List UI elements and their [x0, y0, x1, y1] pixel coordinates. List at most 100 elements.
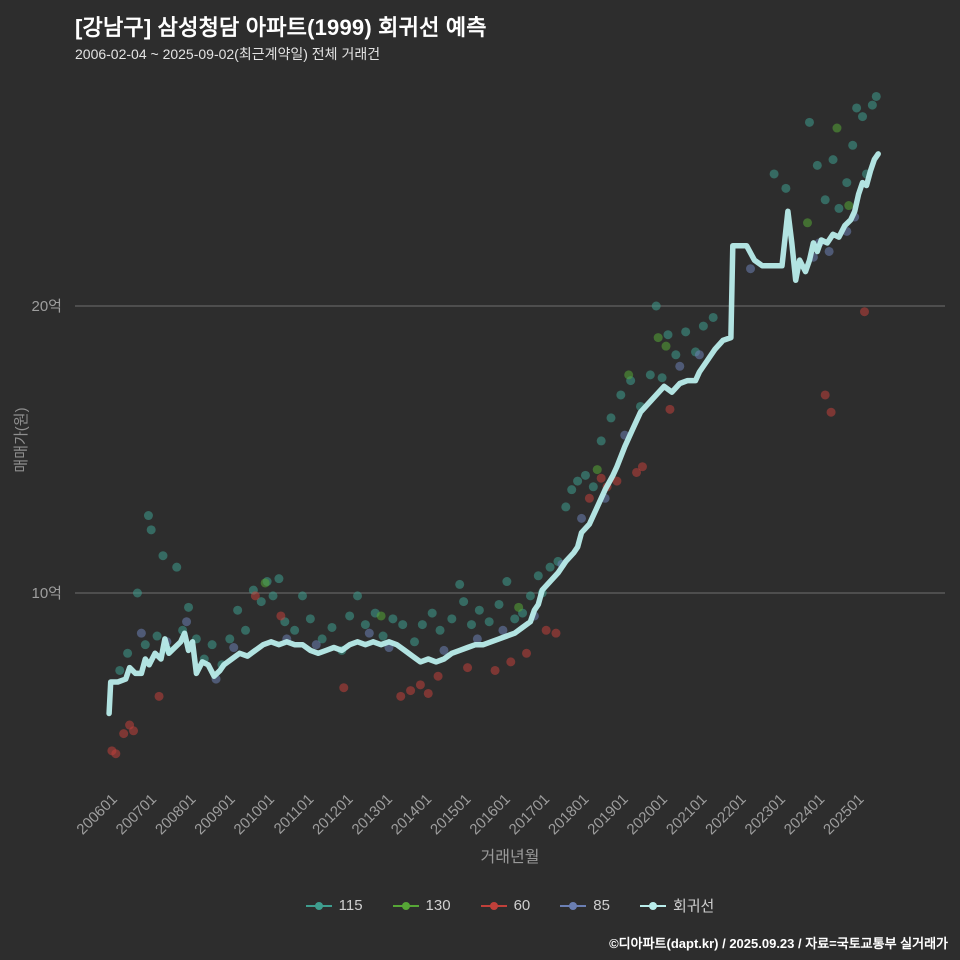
scatter-point — [804, 117, 814, 127]
scatter-point — [848, 140, 858, 150]
scatter-point — [769, 169, 779, 179]
scatter-point — [184, 602, 194, 612]
chart-title: [강남구] 삼성청담 아파트(1999) 회귀선 예측 — [75, 15, 487, 40]
scatter-point — [256, 597, 266, 607]
scatter-point — [484, 617, 494, 627]
scatter-point — [250, 591, 260, 601]
scatter-point — [129, 726, 139, 736]
scatter-point — [675, 361, 685, 371]
scatter-point — [698, 321, 708, 331]
scatter-point — [305, 614, 315, 624]
scatter-point — [463, 663, 473, 673]
scatter-point — [522, 648, 532, 658]
scatter-point — [311, 640, 321, 650]
scatter-point — [433, 671, 443, 681]
scatter-point — [820, 195, 830, 205]
legend-item-115[interactable]: 115 — [305, 897, 363, 914]
scatter-point — [859, 307, 869, 317]
x-tick-label: 202101 — [663, 791, 710, 838]
scatter-point — [472, 634, 482, 644]
scatter-point — [820, 390, 830, 400]
legend-marker-icon — [639, 901, 666, 911]
scatter-point — [317, 634, 327, 644]
x-tick-label: 202501 — [820, 791, 867, 838]
scatter-point — [474, 605, 484, 615]
legend-item-회귀선[interactable]: 회귀선 — [639, 895, 714, 916]
scatter-point — [510, 614, 520, 624]
scatter-point — [651, 301, 661, 311]
scatter-point — [364, 628, 374, 638]
scatter-point — [502, 577, 512, 587]
legend: 115 130 60 85 회귀선 — [60, 895, 960, 916]
scatter-point — [298, 591, 307, 601]
scatter-point — [514, 602, 524, 612]
legend-item-85[interactable]: 85 — [560, 897, 610, 914]
scatter-point — [781, 183, 791, 193]
scatter-point — [225, 634, 235, 644]
x-tick-label: 200701 — [113, 791, 160, 838]
scatter-point — [388, 614, 398, 624]
x-tick-label: 200801 — [152, 791, 199, 838]
scatter-point — [844, 201, 854, 211]
x-tick-label: 201601 — [466, 791, 513, 838]
scatter-point — [410, 637, 420, 647]
x-tick-label: 201801 — [545, 791, 592, 838]
scatter-point — [663, 330, 673, 340]
scatter-point — [665, 404, 675, 414]
scatter-point — [260, 578, 270, 588]
scatter-point — [551, 628, 561, 638]
regression-line — [106, 151, 881, 717]
legend-marker-icon — [392, 901, 419, 911]
scatter-point — [360, 620, 370, 630]
scatter-point — [146, 525, 156, 535]
chart-subtitle: 2006-02-04 ~ 2025-09-02(최근계약일) 전체 거래건 — [75, 46, 381, 62]
scatter-point — [561, 502, 571, 512]
scatter-point — [154, 691, 164, 701]
scatter-point — [592, 465, 602, 475]
scatter-point — [415, 680, 425, 690]
legend-label: 130 — [425, 897, 451, 914]
scatter-point — [435, 625, 445, 635]
scatter-point — [812, 160, 822, 170]
scatter-point — [406, 686, 416, 696]
scatter-point — [274, 574, 284, 584]
scatter-point — [828, 155, 838, 165]
scatter-point — [423, 688, 433, 698]
scatter-point — [455, 579, 465, 589]
scatter-point — [573, 476, 583, 486]
scatter-point — [525, 591, 535, 601]
scatter-point — [396, 691, 406, 701]
x-tick-label: 201001 — [231, 791, 278, 838]
scatter-point — [533, 571, 543, 581]
legend-label: 115 — [338, 897, 363, 914]
scatter-point — [852, 103, 862, 113]
scatter-point — [606, 413, 616, 423]
scatter-point — [459, 597, 469, 607]
scatter-point — [466, 620, 476, 630]
scatter-point — [657, 373, 667, 383]
scatter-point — [694, 350, 704, 360]
scatter-point — [645, 370, 655, 380]
scatter-point — [339, 683, 349, 693]
legend-item-130[interactable]: 130 — [392, 897, 451, 914]
scatter-point — [490, 665, 500, 675]
x-tick-label: 202401 — [781, 791, 828, 838]
x-tick-label: 201101 — [271, 791, 318, 838]
scatter-point — [545, 562, 555, 572]
scatter-point — [624, 370, 634, 380]
y-axis-title: 매매가(원) — [13, 407, 30, 473]
scatter-point — [268, 591, 278, 601]
legend-marker-icon — [480, 901, 507, 911]
x-tick-label: 200901 — [191, 791, 238, 838]
scatter-point — [447, 614, 457, 624]
scatter-point — [596, 436, 606, 446]
x-tick-label: 201701 — [506, 791, 553, 838]
scatter-point — [140, 640, 150, 650]
y-tick-label: 10억 — [32, 585, 63, 602]
scatter-point — [580, 470, 590, 480]
legend-item-60[interactable]: 60 — [480, 897, 530, 914]
scatter-point — [119, 729, 129, 739]
x-axis-title: 거래년월 — [480, 849, 540, 866]
series-115 — [115, 91, 881, 675]
